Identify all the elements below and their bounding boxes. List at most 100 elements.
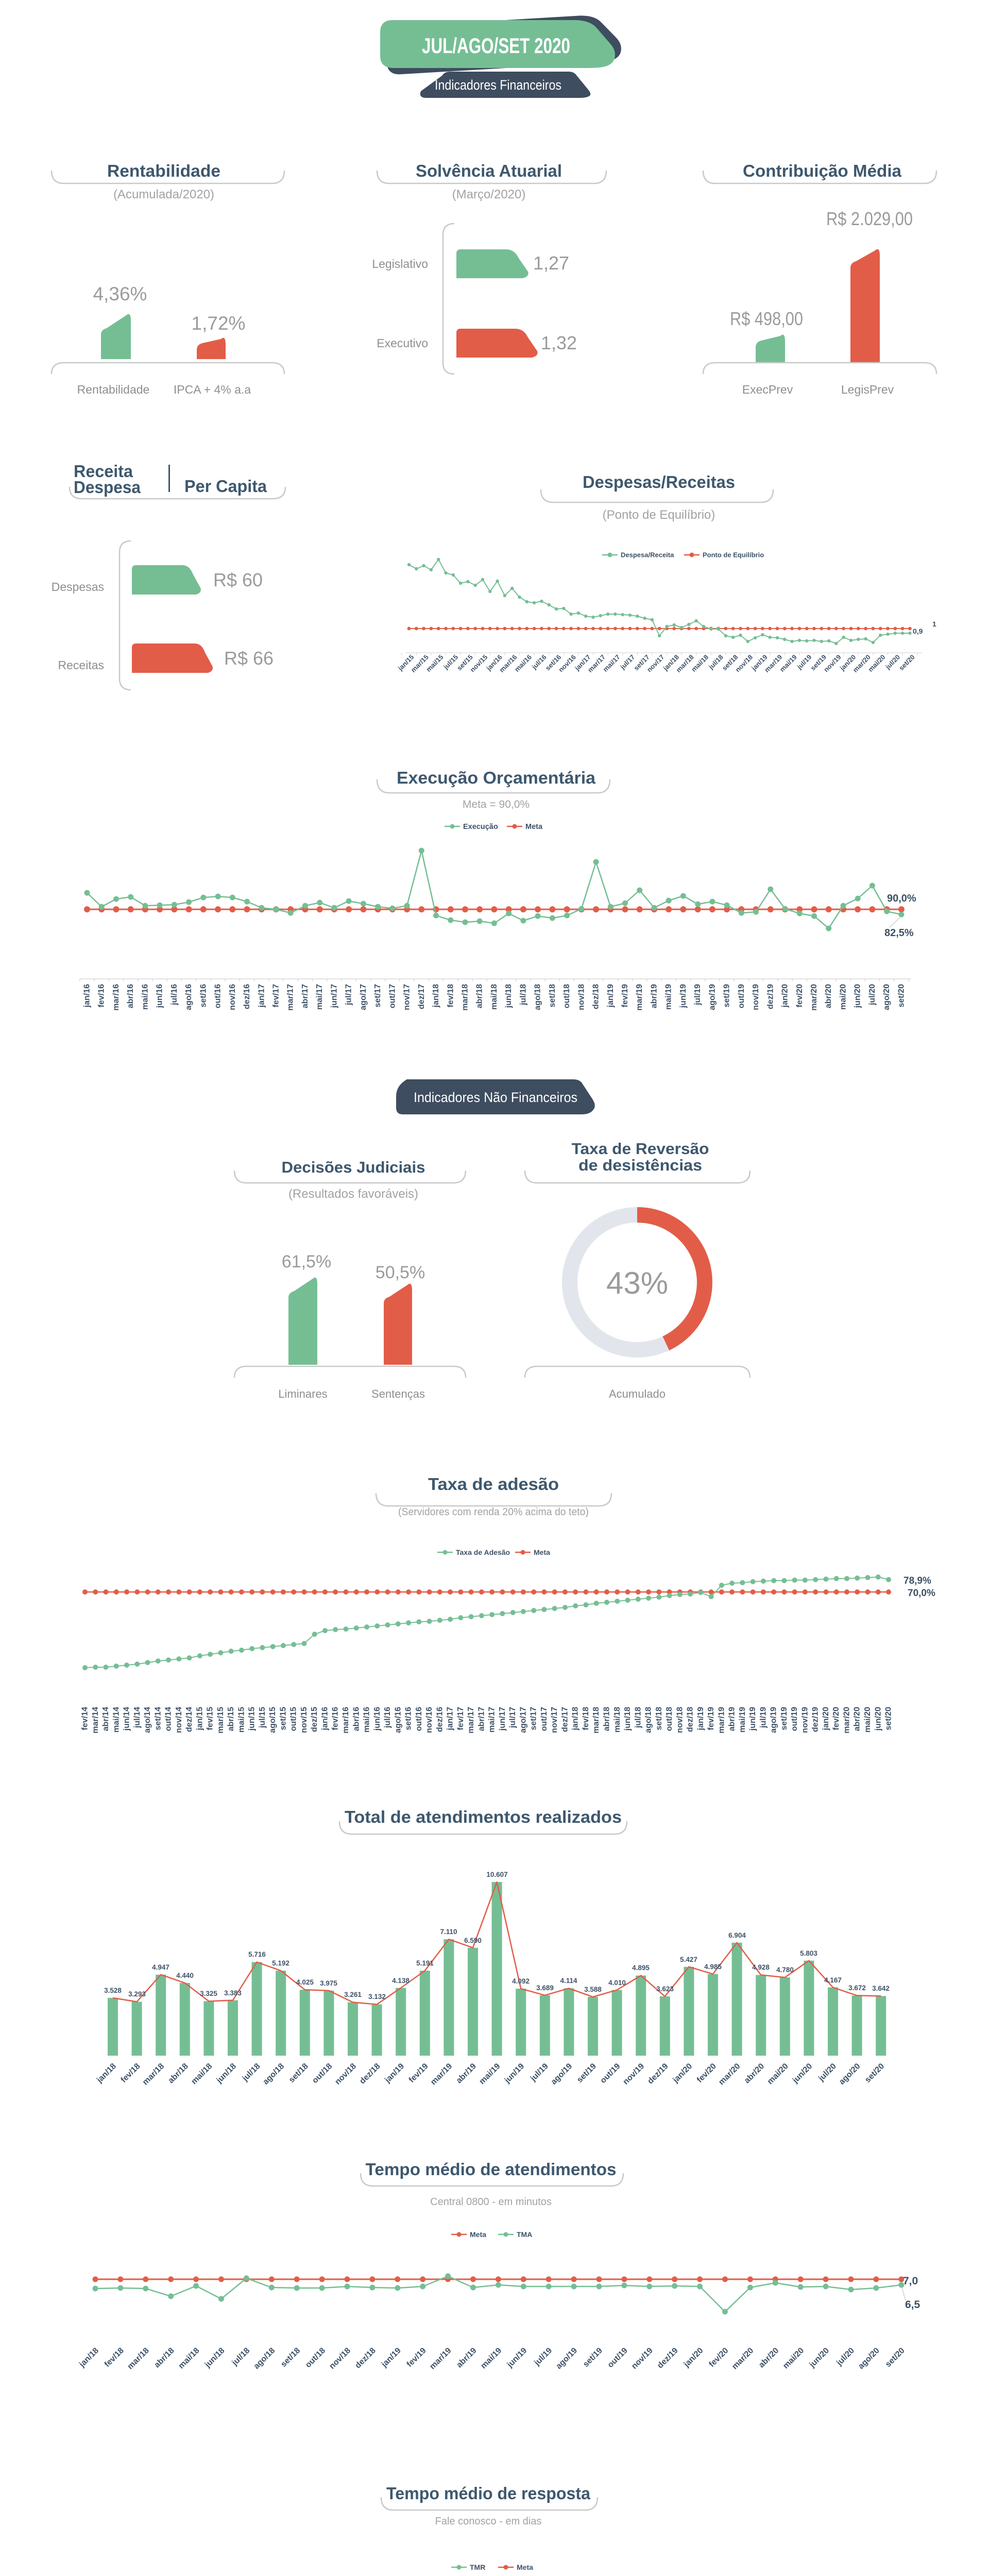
svg-text:3.132: 3.132 [368,1993,386,2001]
svg-text:Execução: Execução [463,823,498,831]
svg-text:nov/18: nov/18 [333,2062,358,2087]
svg-text:10.607: 10.607 [486,1871,507,1878]
svg-text:fev/16: fev/16 [97,984,106,1007]
svg-text:3.588: 3.588 [584,1986,602,1993]
svg-text:jun/20: jun/20 [808,2346,831,2369]
svg-text:fev/15: fev/15 [206,1707,215,1730]
svg-text:set/20: set/20 [863,2062,886,2084]
svg-text:mai/20: mai/20 [839,984,847,1010]
svg-text:fev/19: fev/19 [707,1707,715,1730]
svg-text:mar/17: mar/17 [467,1707,475,1734]
svg-text:mai/17: mai/17 [488,1707,497,1733]
svg-text:jun/19: jun/19 [505,2346,528,2369]
svg-text:mar/18: mar/18 [461,984,469,1011]
svg-text:mar/18: mar/18 [126,2346,151,2371]
svg-text:set/16: set/16 [199,984,208,1007]
svg-text:3.689: 3.689 [536,1984,554,1992]
svg-text:jan/19: jan/19 [380,2346,403,2369]
svg-text:set/18: set/18 [655,1707,663,1730]
svg-text:set/17: set/17 [373,984,382,1007]
svg-text:4.114: 4.114 [560,1977,577,1985]
svg-text:ago/19: ago/19 [554,2346,579,2371]
svg-text:4.947: 4.947 [152,1963,169,1971]
svg-text:abr/20: abr/20 [743,2062,766,2085]
svg-text:fev/19: fev/19 [621,984,629,1007]
svg-text:mai/20: mai/20 [781,2346,806,2370]
svg-text:JUL/AGO/SET 2020: JUL/AGO/SET 2020 [422,33,570,58]
svg-text:Fale conosco - em dias: Fale conosco - em dias [435,2516,542,2527]
svg-text:set/19: set/19 [582,2346,604,2369]
svg-text:Despesa/Receita: Despesa/Receita [621,551,674,559]
svg-text:jan/16: jan/16 [320,1707,329,1731]
svg-text:3.642: 3.642 [872,1985,890,1992]
svg-text:4,36%: 4,36% [93,283,147,304]
svg-text:nov/19: nov/19 [621,2062,646,2087]
svg-text:Executivo: Executivo [377,336,428,350]
svg-text:4.985: 4.985 [704,1963,722,1971]
svg-text:4.895: 4.895 [632,1964,650,1972]
svg-text:5.192: 5.192 [272,1959,289,1967]
svg-text:Rentabilidade: Rentabilidade [107,161,220,180]
svg-text:jun/20: jun/20 [791,2062,814,2085]
svg-text:set/15: set/15 [279,1707,287,1730]
svg-text:mai/18: mai/18 [490,984,499,1010]
svg-text:mai/15: mai/15 [237,1707,246,1733]
svg-text:jun/17: jun/17 [330,984,338,1008]
svg-text:out/19: out/19 [606,2346,629,2369]
svg-text:fev/20: fev/20 [707,2346,730,2369]
svg-text:jul/20: jul/20 [816,2062,838,2083]
svg-text:jul/16: jul/16 [383,1707,392,1728]
svg-text:mar/20: mar/20 [730,2346,756,2371]
svg-text:dez/19: dez/19 [656,2346,680,2370]
svg-text:jun/18: jun/18 [504,984,513,1008]
svg-text:mai/19: mai/19 [478,2062,502,2086]
svg-text:jul/18: jul/18 [230,2346,252,2368]
svg-text:4.780: 4.780 [776,1966,794,1974]
svg-text:abr/18: abr/18 [166,2062,190,2085]
svg-text:dez/17: dez/17 [417,984,426,1009]
svg-text:3.672: 3.672 [848,1984,866,1992]
svg-text:abr/16: abr/16 [352,1707,361,1731]
svg-text:mar/16: mar/16 [342,1707,350,1734]
svg-text:jan/17: jan/17 [257,984,266,1008]
svg-text:3.975: 3.975 [320,1979,337,1987]
svg-text:mai/18: mai/18 [177,2346,201,2370]
svg-text:Central 0800 - em minutos: Central 0800 - em minutos [430,2196,552,2208]
svg-text:mai/14: mai/14 [112,1707,121,1733]
svg-text:jan/16: jan/16 [83,984,92,1008]
svg-text:set/19: set/19 [780,1707,789,1730]
svg-text:Receita: Receita [74,462,133,481]
svg-text:mar/19: mar/19 [429,2062,454,2087]
svg-text:fev/17: fev/17 [456,1707,465,1730]
svg-text:out/16: out/16 [214,984,223,1008]
svg-text:dez/17: dez/17 [560,1707,569,1732]
svg-text:dez/19: dez/19 [766,984,775,1009]
svg-text:jul/17: jul/17 [508,1707,517,1728]
svg-text:nov/16: nov/16 [425,1707,434,1733]
svg-text:nov/19: nov/19 [800,1707,809,1733]
svg-text:jun/18: jun/18 [203,2346,226,2369]
svg-text:Meta: Meta [534,1548,550,1556]
svg-text:jan/18: jan/18 [77,2346,100,2369]
svg-text:set/16: set/16 [404,1707,413,1730]
svg-text:set/18: set/18 [548,984,557,1007]
svg-text:jul/17: jul/17 [345,984,353,1006]
svg-text:4.092: 4.092 [512,1977,530,1985]
svg-text:mai/18: mai/18 [190,2062,214,2086]
svg-text:Sentenças: Sentenças [371,1387,425,1400]
svg-text:5.803: 5.803 [800,1950,817,1957]
svg-text:fev/19: fev/19 [405,2346,428,2369]
svg-text:jun/19: jun/19 [503,2062,526,2085]
svg-text:abr/17: abr/17 [301,984,310,1008]
svg-text:jun/16: jun/16 [156,984,164,1008]
svg-text:mai/16: mai/16 [363,1707,371,1733]
svg-text:abr/18: abr/18 [475,984,484,1008]
svg-text:abr/19: abr/19 [728,1707,737,1731]
svg-text:R$ 60: R$ 60 [213,569,263,590]
svg-text:R$ 66: R$ 66 [224,648,274,669]
svg-text:jan/17: jan/17 [446,1707,455,1731]
svg-text:Ponto de Equilíbrio: Ponto de Equilíbrio [703,551,764,559]
svg-text:out/16: out/16 [415,1707,423,1731]
svg-text:jun/19: jun/19 [679,984,688,1008]
svg-text:mai/19: mai/19 [738,1707,747,1733]
